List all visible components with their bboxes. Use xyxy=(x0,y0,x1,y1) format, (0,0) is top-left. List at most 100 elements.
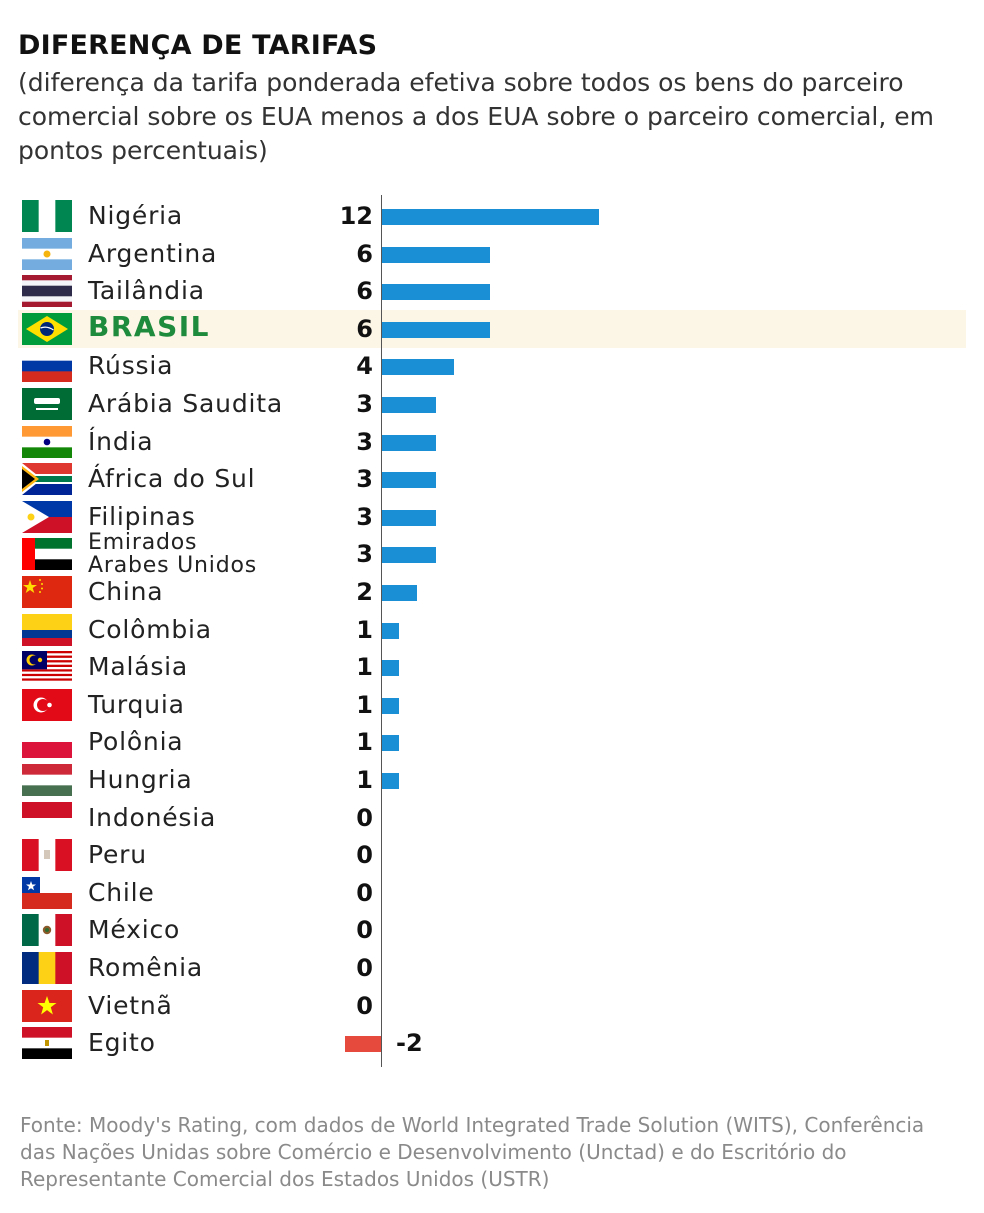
poland-flag-icon xyxy=(22,726,72,759)
chart-row: Emirados Arabes Unidos 3 xyxy=(0,531,984,577)
chart-row: Egito -2 xyxy=(0,1024,984,1062)
south-africa-flag-icon xyxy=(22,463,72,496)
category-label: Índia xyxy=(88,426,154,456)
chart-row: Filipinas 3 xyxy=(0,498,984,536)
category-label: Tailândia xyxy=(88,276,205,306)
chart-row: Turquia 1 xyxy=(0,686,984,724)
mexico-flag-icon xyxy=(22,914,72,947)
value-label: 0 xyxy=(356,803,373,832)
category-label: Malásia xyxy=(88,652,189,682)
source-note: Fonte: Moody's Rating, com dados de Worl… xyxy=(20,1113,925,1191)
value-label: 6 xyxy=(356,239,373,268)
value-label: 3 xyxy=(356,502,373,531)
value-label: 2 xyxy=(356,578,373,606)
bar xyxy=(381,735,400,752)
category-label: Chile xyxy=(88,877,155,907)
chart-row: Peru 0 xyxy=(0,836,984,874)
bar xyxy=(381,773,400,789)
category-label: Argentina xyxy=(88,238,218,268)
chile-flag-icon xyxy=(22,876,72,909)
chart-row: Arábia Saudita 3 xyxy=(0,385,984,423)
chart-row: BRASIL 6 xyxy=(0,310,984,348)
category-label: Turquia xyxy=(88,689,185,719)
bar xyxy=(381,585,418,601)
chart-row: África do Sul 3 xyxy=(0,460,984,498)
value-label: 6 xyxy=(356,314,373,343)
china-flag-icon xyxy=(22,576,72,608)
category-label: Romênia xyxy=(88,953,203,982)
bar xyxy=(381,209,600,225)
category-label: Egito xyxy=(88,1028,156,1058)
chart-row: Polônia 1 xyxy=(0,723,984,761)
category-label: Vietnã xyxy=(88,990,173,1020)
value-label: 0 xyxy=(356,916,373,945)
value-label: 0 xyxy=(356,841,373,870)
bar xyxy=(381,359,454,376)
bar xyxy=(381,660,400,677)
category-label: China xyxy=(88,577,164,606)
value-label: 1 xyxy=(356,615,373,644)
category-label: México xyxy=(88,915,181,945)
category-label: Peru xyxy=(88,840,147,870)
chart-row: Tailândia 6 xyxy=(0,272,984,310)
colombia-flag-icon xyxy=(22,613,72,646)
chart-row: Chile 0 xyxy=(0,874,984,912)
hungary-flag-icon xyxy=(22,764,72,796)
value-label: 12 xyxy=(339,202,373,230)
chart-row: Malásia 1 xyxy=(0,648,984,686)
category-label: Emirados Arabes Unidos xyxy=(88,530,257,579)
value-label: 0 xyxy=(356,991,373,1020)
chart-row: México 0 xyxy=(0,911,984,949)
value-label: 4 xyxy=(356,352,373,381)
value-label: 3 xyxy=(356,427,373,456)
bar xyxy=(381,434,436,451)
indonesia-flag-icon xyxy=(22,801,72,834)
india-flag-icon xyxy=(22,425,72,458)
category-label: Filipinas xyxy=(88,501,196,531)
category-label: Indonésia xyxy=(88,802,217,832)
value-label: 1 xyxy=(356,728,373,757)
value-label: 1 xyxy=(356,766,373,794)
chart-row: Colômbia 1 xyxy=(0,611,984,649)
category-label: Colômbia xyxy=(88,614,212,644)
chart-row: Hungria 1 xyxy=(0,761,984,799)
turkey-flag-icon xyxy=(22,688,72,721)
chart-subtitle: (diferença da tarifa ponderada efetiva s… xyxy=(18,68,934,165)
value-label: 3 xyxy=(356,540,373,569)
bar xyxy=(381,547,436,564)
argentina-flag-icon xyxy=(22,237,72,270)
peru-flag-icon xyxy=(22,839,72,872)
bar xyxy=(381,246,491,263)
category-label: Rússia xyxy=(88,351,174,381)
chart-row: Vietnã 0 xyxy=(0,987,984,1025)
value-label: 1 xyxy=(356,690,373,719)
saudi-arabia-flag-icon xyxy=(22,388,72,420)
category-label: Polônia xyxy=(88,727,184,757)
bar xyxy=(381,397,436,413)
egypt-flag-icon xyxy=(22,1027,72,1060)
russia-flag-icon xyxy=(22,350,72,383)
bar xyxy=(381,509,436,526)
vietnam-flag-icon xyxy=(22,989,72,1022)
bar xyxy=(381,284,491,301)
nigeria-flag-icon xyxy=(22,200,72,232)
bar xyxy=(344,1036,381,1053)
chart-title: DIFERENÇA DE TARIFAS xyxy=(18,30,378,61)
thailand-flag-icon xyxy=(22,275,72,308)
romania-flag-icon xyxy=(22,952,72,984)
chart-row: Indonésia 0 xyxy=(0,799,984,837)
chart-row: Argentina 6 xyxy=(0,235,984,273)
value-label: 0 xyxy=(356,878,373,907)
bar xyxy=(381,321,491,338)
philippines-flag-icon xyxy=(22,500,72,533)
chart-row: Rússia 4 xyxy=(0,347,984,385)
category-label: BRASIL xyxy=(88,309,210,343)
value-label: 3 xyxy=(356,465,373,494)
chart-row: Romênia 0 xyxy=(0,949,984,987)
chart-row: China 2 xyxy=(0,573,984,611)
bar xyxy=(381,697,400,714)
value-label: 1 xyxy=(356,653,373,682)
bar xyxy=(381,472,436,489)
zero-axis-line xyxy=(381,195,382,1067)
category-label: Nigéria xyxy=(88,201,184,230)
